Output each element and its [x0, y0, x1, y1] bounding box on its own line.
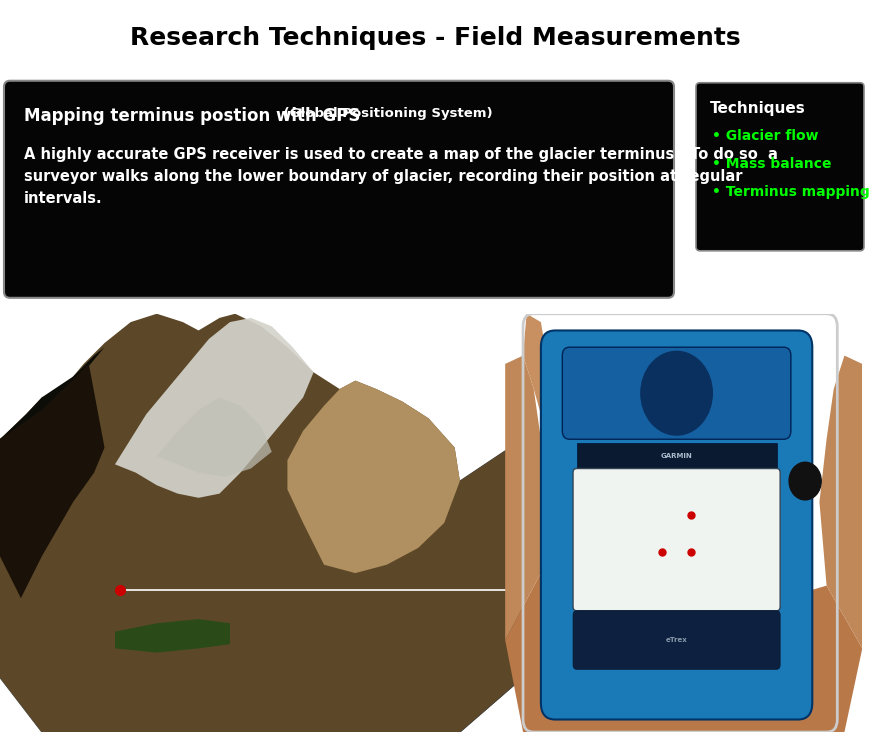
FancyBboxPatch shape: [696, 83, 864, 251]
Text: Research Techniques - Field Measurements: Research Techniques - Field Measurements: [130, 26, 741, 50]
Polygon shape: [505, 356, 548, 640]
Text: surveyor walks along the lower boundary of glacier, recording their position at : surveyor walks along the lower boundary …: [24, 169, 742, 184]
Polygon shape: [0, 678, 523, 732]
Polygon shape: [820, 356, 862, 648]
Polygon shape: [460, 439, 523, 732]
Circle shape: [789, 462, 821, 500]
FancyBboxPatch shape: [573, 611, 780, 669]
Polygon shape: [505, 573, 862, 732]
FancyBboxPatch shape: [563, 347, 791, 439]
Text: GARMIN: GARMIN: [661, 453, 692, 459]
FancyBboxPatch shape: [573, 468, 780, 611]
Text: intervals.: intervals.: [24, 190, 103, 205]
Text: • Glacier flow: • Glacier flow: [712, 128, 819, 143]
Polygon shape: [157, 397, 272, 477]
Polygon shape: [0, 339, 115, 447]
Polygon shape: [115, 318, 314, 498]
Text: Techniques: Techniques: [710, 101, 806, 116]
Text: eTrex: eTrex: [665, 637, 687, 643]
Polygon shape: [0, 410, 42, 678]
FancyBboxPatch shape: [541, 330, 813, 719]
FancyBboxPatch shape: [577, 444, 777, 468]
Text: Mapping terminus postion with GPS: Mapping terminus postion with GPS: [24, 107, 361, 125]
Text: (Global Positioning System): (Global Positioning System): [279, 107, 493, 120]
Polygon shape: [0, 314, 523, 732]
Polygon shape: [523, 314, 577, 502]
FancyBboxPatch shape: [4, 81, 674, 298]
Text: • Terminus mapping: • Terminus mapping: [712, 185, 870, 199]
Polygon shape: [287, 381, 460, 573]
Circle shape: [641, 351, 712, 435]
Polygon shape: [115, 619, 230, 653]
Text: • Mass balance: • Mass balance: [712, 157, 832, 171]
Polygon shape: [0, 364, 105, 598]
Text: A highly accurate GPS receiver is used to create a map of the glacier terminus. : A highly accurate GPS receiver is used t…: [24, 146, 778, 162]
